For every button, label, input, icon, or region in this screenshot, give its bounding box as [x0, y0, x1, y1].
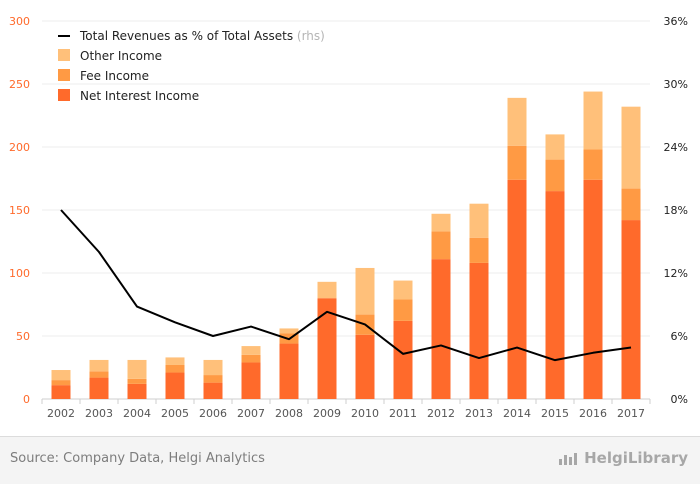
bars — [51, 91, 641, 399]
bar-segment — [127, 359, 147, 379]
legend-label: Net Interest Income — [80, 89, 199, 103]
y-left-tick-label: 200 — [9, 141, 30, 154]
bar-segment — [393, 320, 413, 399]
bar-segment — [51, 380, 71, 386]
bar-segment — [165, 364, 185, 373]
bar-segment — [393, 299, 413, 321]
revenue-ratio-line — [60, 209, 632, 362]
bar-segment — [165, 357, 185, 365]
legend-swatch — [58, 49, 70, 61]
bar-segment — [507, 179, 527, 399]
bar-segment — [127, 383, 147, 399]
y-left-tick-label: 300 — [9, 15, 30, 28]
legend: Total Revenues as % of Total Assets (rhs… — [58, 29, 325, 103]
bar-segment — [127, 378, 147, 384]
brand-name: HelgiLibrary — [584, 449, 688, 467]
bar-segment — [51, 370, 71, 381]
legend-label: Other Income — [80, 49, 162, 63]
bar-segment — [583, 91, 603, 150]
bar-segment — [241, 354, 261, 363]
x-tick-label: 2003 — [85, 407, 113, 420]
bar-segment — [89, 377, 109, 399]
y-right-tick-label: 24% — [664, 141, 688, 154]
bar-segment — [317, 281, 337, 299]
bar-segment — [203, 359, 223, 376]
x-tick-label: 2012 — [427, 407, 455, 420]
bar-segment — [355, 334, 375, 399]
x-tick-label: 2002 — [47, 407, 75, 420]
legend-label: Fee Income — [80, 69, 149, 83]
bar-segment — [507, 97, 527, 146]
y-right-tick-label: 18% — [664, 204, 688, 217]
y-left-tick-label: 50 — [16, 330, 30, 343]
line-layer — [60, 209, 632, 362]
x-tick-label: 2017 — [617, 407, 645, 420]
bar-segment — [545, 134, 565, 160]
chart: 0 50 100 150 200 250 300 0% 6% 12% 18% 24% 30% 36% 200… — [0, 0, 700, 436]
y-left-tick-label: 250 — [9, 78, 30, 91]
bar-segment — [203, 382, 223, 399]
x-tick-label: 2014 — [503, 407, 531, 420]
bar-segment — [469, 262, 489, 399]
y-right-tick-label: 30% — [664, 78, 688, 91]
bar-segment — [203, 375, 223, 383]
bar-segment — [431, 259, 451, 399]
y-left-tick-label: 0 — [23, 393, 30, 406]
x-tick-label: 2011 — [389, 407, 417, 420]
y-left-tick-label: 150 — [9, 204, 30, 217]
x-tick-label: 2006 — [199, 407, 227, 420]
y-right-tick-label: 36% — [664, 15, 688, 28]
bar-segment — [621, 106, 641, 189]
source-note: Source: Company Data, Helgi Analytics — [10, 451, 265, 466]
bar-segment — [89, 371, 109, 378]
x-tick-label: 2009 — [313, 407, 341, 420]
bar-segment — [431, 231, 451, 260]
x-tick-label: 2007 — [237, 407, 265, 420]
bar-segment — [165, 372, 185, 399]
footer: Source: Company Data, Helgi Analytics He… — [0, 436, 700, 484]
legend-swatch — [58, 69, 70, 81]
legend-label-ratio: Total Revenues as % of Total Assets (rhs… — [79, 29, 325, 43]
x-tick-label: 2016 — [579, 407, 607, 420]
bar-segment — [621, 188, 641, 221]
x-tick-label: 2008 — [275, 407, 303, 420]
brand-logo: HelgiLibrary — [558, 449, 688, 467]
y-right-tick-label: 6% — [671, 330, 688, 343]
bar-segment — [583, 149, 603, 180]
legend-swatch — [58, 89, 70, 101]
bar-segment — [583, 179, 603, 399]
x-tick-label: 2010 — [351, 407, 379, 420]
axes: 0 50 100 150 200 250 300 0% 6% 12% 18% 24% 30% 36% 200… — [9, 15, 688, 420]
bar-segment — [545, 159, 565, 192]
library-icon — [559, 453, 578, 465]
legend-rhs-suffix: (rhs) — [297, 29, 325, 43]
bar-segment — [621, 220, 641, 399]
bar-segment — [355, 267, 375, 315]
bar-segment — [469, 203, 489, 238]
bar-segment — [241, 346, 261, 355]
bar-segment — [317, 298, 337, 399]
bar-segment — [393, 280, 413, 300]
y-left-tick-label: 100 — [9, 267, 30, 280]
y-right-tick-label: 0% — [671, 393, 688, 406]
x-tick-label: 2015 — [541, 407, 569, 420]
x-tick-label: 2004 — [123, 407, 151, 420]
bar-segment — [507, 145, 527, 180]
bar-segment — [89, 359, 109, 372]
y-right-tick-label: 12% — [664, 267, 688, 280]
bar-segment — [469, 237, 489, 263]
bar-segment — [431, 213, 451, 232]
bar-segment — [241, 362, 261, 399]
x-tick-label: 2005 — [161, 407, 189, 420]
bar-segment — [279, 343, 299, 399]
bar-segment — [279, 328, 299, 334]
bar-segment — [545, 191, 565, 399]
bar-segment — [51, 385, 71, 399]
x-tick-label: 2013 — [465, 407, 493, 420]
